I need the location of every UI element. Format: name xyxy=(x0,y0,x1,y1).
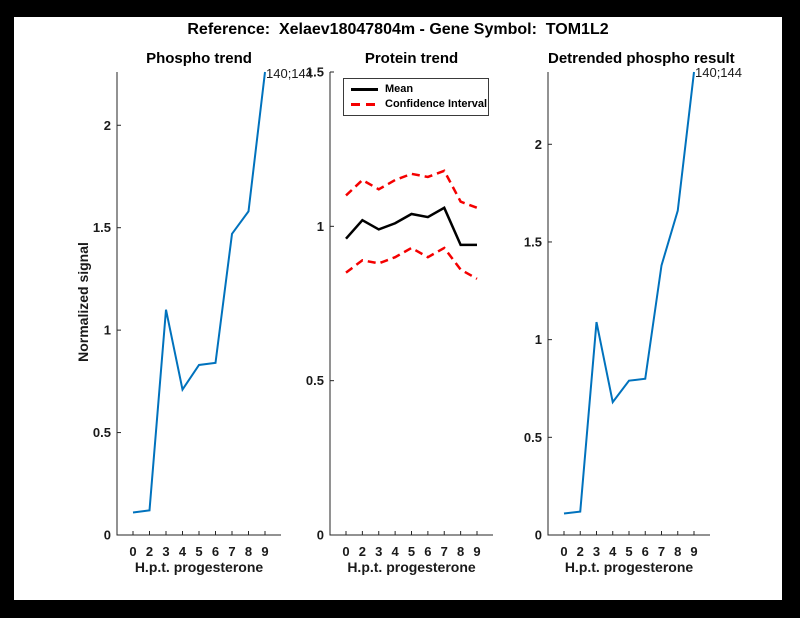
x-tick-label: 3 xyxy=(375,544,382,559)
x-tick-label: 7 xyxy=(441,544,448,559)
plot-1-axes: 00.511.520 2 3 4 5 6 7 8 9 xyxy=(93,71,281,559)
plot3-x-axis-label: H.p.t. progesterone xyxy=(564,559,694,575)
plot-2-series-ci-lower xyxy=(345,246,478,280)
x-tick-label: 4 xyxy=(179,544,187,559)
plot-2-axes: 00.511.50 2 3 4 5 6 7 8 9 xyxy=(306,65,493,559)
y-tick-label: 1.5 xyxy=(93,220,111,235)
x-tick-label: 5 xyxy=(195,544,202,559)
y-tick-label: 2 xyxy=(535,137,542,152)
x-tick-label: 9 xyxy=(690,544,697,559)
y-tick-label: 0.5 xyxy=(524,430,542,445)
x-tick-label: 2 xyxy=(359,544,366,559)
x-tick-label: 9 xyxy=(473,544,480,559)
x-tick-label: 7 xyxy=(658,544,665,559)
plot-2-series-ci-upper xyxy=(345,169,478,209)
legend-label-mean: Mean xyxy=(385,83,414,95)
y-tick-label: 0.5 xyxy=(93,425,111,440)
x-tick-label: 6 xyxy=(424,544,431,559)
x-tick-label: 7 xyxy=(228,544,235,559)
y-tick-label: 1 xyxy=(104,323,111,338)
y-tick-label: 0 xyxy=(317,528,324,543)
y-tick-label: 1.5 xyxy=(306,65,324,80)
plot3-title: Detrended phospho result xyxy=(548,50,735,67)
plot-3-series-detrended-phospho-signal xyxy=(563,71,695,515)
x-tick-label: 3 xyxy=(162,544,169,559)
confidence-line-sample-icon xyxy=(351,103,378,106)
mean-line-sample-icon xyxy=(351,88,378,91)
plot1-y-axis-label: Normalized signal xyxy=(75,242,91,362)
plot1-x-axis-label: H.p.t. progesterone xyxy=(134,559,264,575)
plot3-peak-annotation: 140;144 xyxy=(695,65,742,80)
legend-label-confidence-interval: Confidence Interval xyxy=(385,98,488,110)
y-tick-label: 0 xyxy=(535,528,542,543)
plot-2-series-mean xyxy=(345,206,477,247)
plot-1-series-phospho-signal xyxy=(132,71,266,514)
x-tick-label: 0 xyxy=(129,544,136,559)
x-tick-label: 2 xyxy=(577,544,584,559)
legend-box: Mean Confidence Interval xyxy=(343,78,489,116)
x-tick-label: 6 xyxy=(212,544,219,559)
legend-entry-mean: Mean xyxy=(351,83,486,96)
x-tick-label: 2 xyxy=(146,544,153,559)
x-tick-label: 3 xyxy=(593,544,600,559)
x-tick-label: 8 xyxy=(245,544,252,559)
y-tick-label: 0 xyxy=(104,528,111,543)
axis-spines xyxy=(329,72,493,536)
x-tick-label: 4 xyxy=(392,544,400,559)
x-tick-label: 5 xyxy=(408,544,415,559)
figure-title: Reference: Xelaev18047804m - Gene Symbol… xyxy=(187,21,609,38)
y-tick-label: 2 xyxy=(104,118,111,133)
y-tick-label: 1 xyxy=(317,219,324,234)
x-tick-label: 9 xyxy=(261,544,268,559)
plot-3-axes: 00.511.520 2 3 4 5 6 7 8 9 xyxy=(524,71,710,559)
y-tick-label: 1.5 xyxy=(524,234,542,249)
y-tick-label: 0.5 xyxy=(306,373,324,388)
x-tick-label: 8 xyxy=(457,544,464,559)
plot1-peak-annotation: 140;144 xyxy=(266,66,313,81)
plot2-title: Protein trend xyxy=(364,50,459,67)
x-tick-label: 8 xyxy=(674,544,681,559)
x-tick-label: 5 xyxy=(625,544,632,559)
plot2-x-axis-label: H.p.t. progesterone xyxy=(347,559,476,575)
plot1-title: Phospho trend xyxy=(146,50,252,67)
y-tick-label: 1 xyxy=(535,332,542,347)
x-tick-label: 0 xyxy=(342,544,349,559)
x-tick-label: 6 xyxy=(642,544,649,559)
x-tick-label: 0 xyxy=(560,544,567,559)
legend-entry-confidence-interval: Confidence Interval xyxy=(351,98,488,111)
x-tick-label: 4 xyxy=(609,544,617,559)
